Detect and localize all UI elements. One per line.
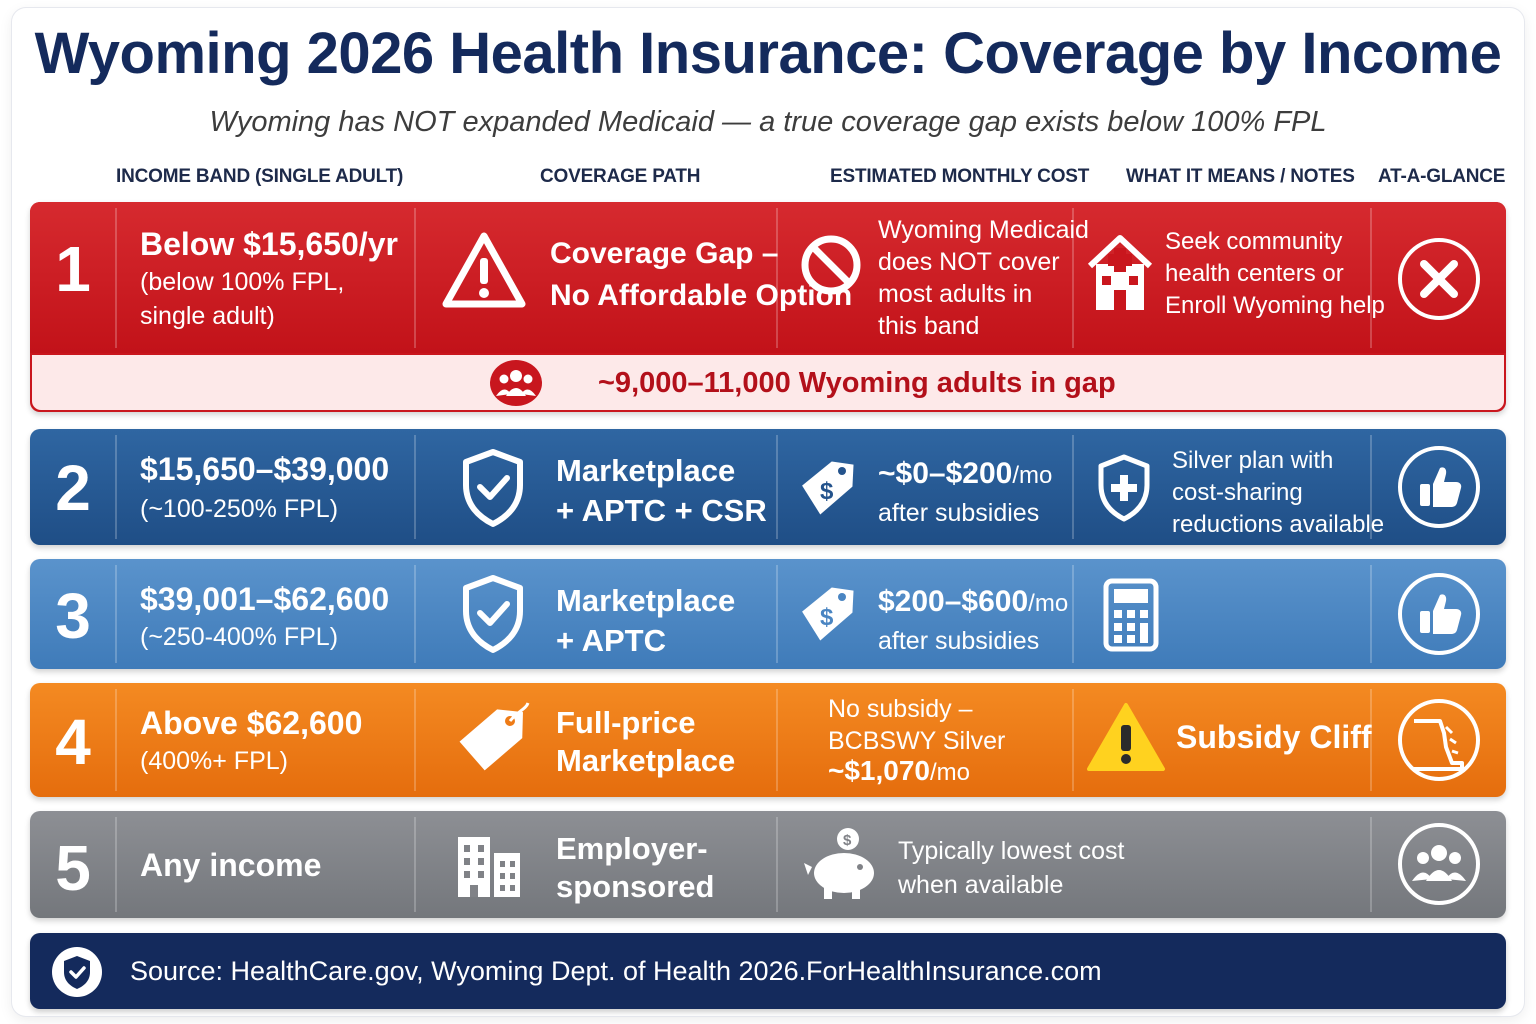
- cost-unit: /mo: [1028, 590, 1069, 617]
- shield-check-icon: [463, 449, 523, 527]
- income-band-label: $15,650–$39,000: [140, 451, 390, 487]
- income-band-row-1: 1 Below $15,650/yr (below 100% FPL, sing…: [30, 202, 1506, 412]
- monthly-cost-value: ~$0–$200/mo: [878, 457, 1052, 491]
- coverage-path-label: Employer-: [556, 831, 708, 866]
- office-building-icon: [458, 837, 520, 897]
- note-text: health centers or: [1165, 260, 1344, 287]
- svg-text:$: $: [820, 478, 834, 505]
- cliff-drop-icon: [1398, 699, 1480, 781]
- coverage-path-label: No Affordable Option: [550, 279, 853, 312]
- cost-note: after subsidies: [878, 627, 1040, 655]
- income-band-label: Below $15,650/yr: [140, 226, 398, 262]
- cost-unit: /mo: [930, 759, 971, 786]
- note-text: Subsidy Cliff: [1176, 719, 1372, 755]
- note-text: cost-sharing: [1172, 479, 1303, 506]
- shield-check-icon: [52, 947, 102, 997]
- shield-check-icon: [463, 575, 523, 653]
- cost-note: this band: [878, 312, 980, 340]
- monthly-cost-value: ~$1,070/mo: [828, 755, 970, 787]
- warning-triangle-icon: [442, 232, 526, 308]
- cost-note: Typically lowest cost: [898, 837, 1125, 865]
- hospital-icon: [1087, 235, 1153, 310]
- cost-note: when available: [898, 871, 1064, 899]
- cost-amount: ~$1,070: [828, 755, 930, 786]
- warning-yellow-icon: [1087, 703, 1165, 771]
- income-band-label: $39,001–$62,600: [140, 581, 390, 617]
- page-title: Wyoming 2026 Health Insurance: Coverage …: [34, 21, 1502, 86]
- page-subtitle: Wyoming has NOT expanded Medicaid — a tr…: [209, 106, 1327, 138]
- svg-text:$: $: [820, 604, 834, 631]
- note-text: reductions available: [1172, 511, 1385, 538]
- calculator-icon: [1103, 578, 1159, 652]
- coverage-path-label: Full-price: [556, 705, 696, 740]
- cost-amount: $200–$600: [878, 585, 1029, 618]
- row-number: 1: [55, 233, 91, 305]
- coverage-path-label: + APTC: [556, 623, 666, 658]
- svg-text:$: $: [843, 832, 852, 849]
- income-fpl-note: (400%+ FPL): [140, 747, 288, 775]
- piggy-bank-icon: $: [804, 828, 874, 899]
- gap-callout-text: ~9,000–11,000 Wyoming adults in gap: [598, 367, 1116, 399]
- group-people-icon: [490, 360, 542, 406]
- cost-note: No subsidy –: [828, 695, 973, 723]
- cost-note: does NOT cover: [878, 248, 1060, 276]
- x-circle-icon: [1398, 238, 1480, 320]
- website-link[interactable]: ForHealthInsurance.com: [806, 956, 1102, 986]
- income-band-row-2: 2 $15,650–$39,000 (~100-250% FPL) Market…: [30, 429, 1506, 545]
- coverage-gap-callout: ~9,000–11,000 Wyoming adults in gap: [32, 355, 1504, 410]
- income-band-row-3: 3 $39,001–$62,600 (~250-400% FPL) Market…: [30, 559, 1506, 669]
- income-band-label: Above $62,600: [140, 705, 363, 741]
- note-text: Silver plan with: [1172, 447, 1334, 474]
- income-fpl-note: (~250-400% FPL): [140, 623, 339, 651]
- source-citation: Source: HealthCare.gov, Wyoming Dept. of…: [130, 956, 807, 986]
- column-header-income: INCOME BAND (SINGLE ADULT): [116, 166, 404, 187]
- shield-plus-icon: [1098, 454, 1150, 522]
- cost-note: most adults in: [878, 280, 1033, 308]
- monthly-cost-value: $200–$600/mo: [878, 585, 1068, 619]
- thumbs-up-icon: [1398, 573, 1480, 655]
- coverage-path-label: + APTC + CSR: [556, 493, 767, 528]
- note-text: Seek community: [1165, 228, 1343, 255]
- column-header-glance: AT-A-GLANCE: [1378, 166, 1506, 187]
- coverage-path-label: sponsored: [556, 869, 715, 904]
- row-number: 2: [55, 452, 91, 524]
- income-band-row-5: 5 Any income Employer- sponsored $ Typic…: [30, 811, 1506, 918]
- cost-note: BCBSWY Silver: [828, 727, 1006, 755]
- row-number: 5: [55, 832, 91, 904]
- thumbs-up-icon: [1398, 446, 1480, 528]
- price-tag-dollar-icon: $: [802, 587, 854, 641]
- income-band-row-4: 4 Above $62,600 (400%+ FPL) Full-price M…: [30, 683, 1506, 797]
- coverage-path-label: Marketplace: [556, 743, 736, 778]
- column-header-path: COVERAGE PATH: [540, 166, 701, 187]
- cost-unit: /mo: [1012, 462, 1053, 489]
- row-number: 4: [55, 706, 91, 778]
- group-people-icon: [1398, 823, 1480, 905]
- income-band-label: Any income: [140, 847, 322, 883]
- cost-note: after subsidies: [878, 499, 1040, 527]
- coverage-path-label: Coverage Gap –: [550, 237, 779, 270]
- row-number: 3: [55, 580, 91, 652]
- cost-note: Wyoming Medicaid: [878, 216, 1089, 244]
- income-fpl-note: (~100-250% FPL): [140, 495, 339, 523]
- column-header-cost: ESTIMATED MONTHLY COST: [830, 166, 1090, 187]
- prohibited-icon: [801, 235, 861, 295]
- price-tag-icon: [459, 702, 530, 771]
- income-fpl-note: (below 100% FPL,: [140, 268, 345, 296]
- income-fpl-note: single adult): [140, 302, 275, 330]
- price-tag-dollar-icon: $: [802, 461, 854, 515]
- coverage-path-label: Marketplace: [556, 453, 736, 488]
- source-footer: Source: HealthCare.gov, Wyoming Dept. of…: [30, 933, 1506, 1009]
- column-header-notes: WHAT IT MEANS / NOTES: [1126, 166, 1355, 187]
- cost-amount: ~$0–$200: [878, 457, 1013, 490]
- coverage-path-label: Marketplace: [556, 583, 736, 618]
- note-text: Enroll Wyoming help: [1165, 292, 1385, 319]
